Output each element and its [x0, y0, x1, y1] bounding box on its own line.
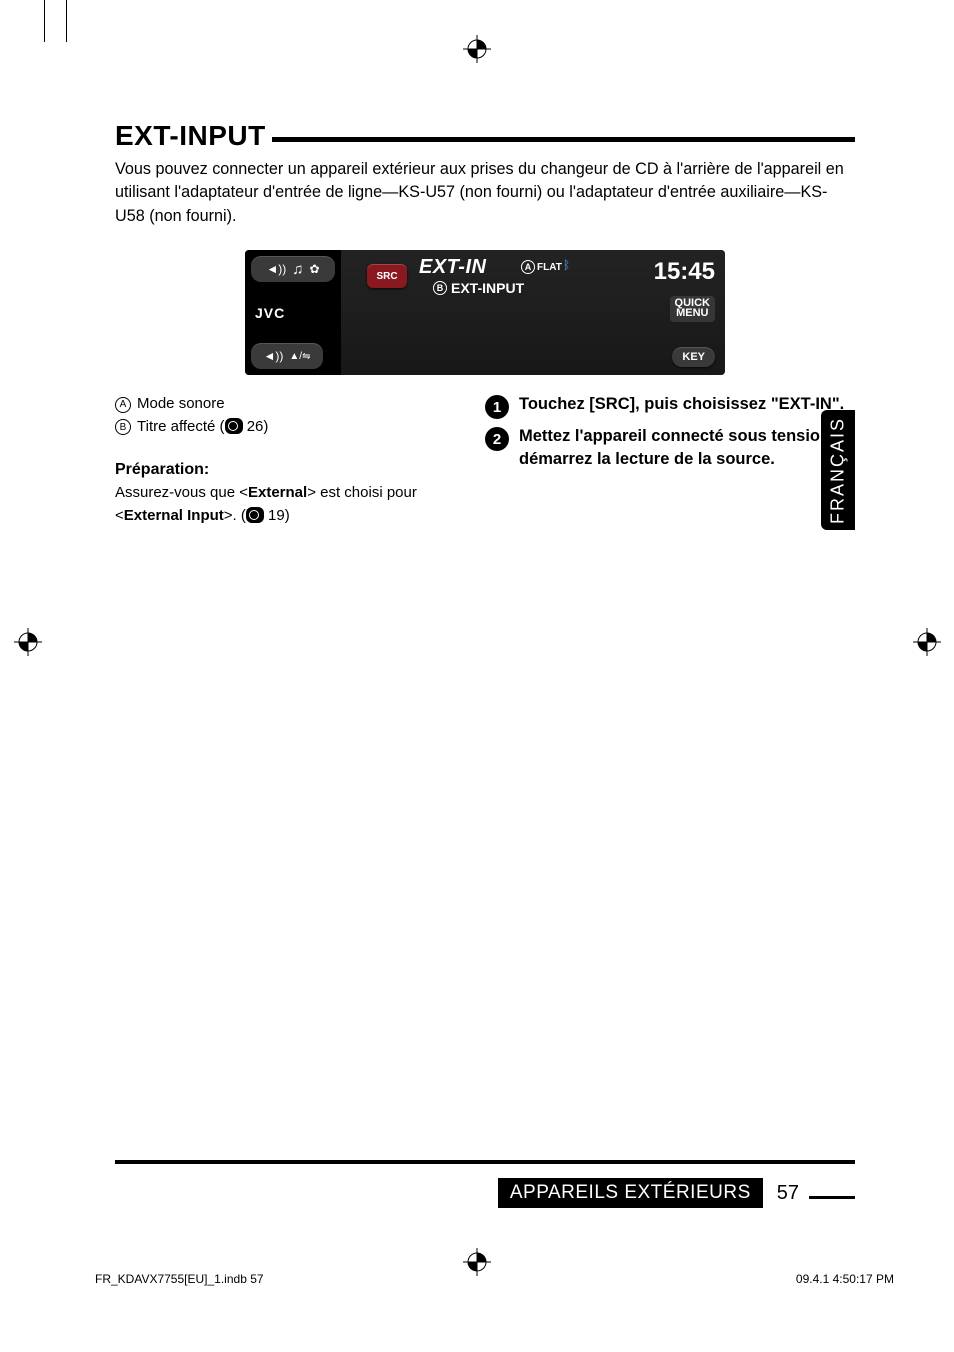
crop-mark	[66, 0, 96, 42]
step-1-number: 1	[485, 395, 509, 419]
device-bottom-pill[interactable]: ◄)) ▲/⇋	[251, 343, 323, 369]
print-metadata: FR_KDAVX7755[EU]_1.indb 57 09.4.1 4:50:1…	[95, 1272, 894, 1286]
print-file: FR_KDAVX7755[EU]_1.indb 57	[95, 1272, 264, 1286]
footer-page-number: 57	[763, 1182, 799, 1205]
device-left-panel: ◄)) ♫ ✿ JVC ◄)) ▲/⇋	[245, 250, 341, 375]
legend-a: A Mode sonore	[115, 393, 445, 416]
column-right: 1 Touchez [SRC], puis choisissez "EXT-IN…	[485, 393, 855, 476]
legend-a-icon: A	[115, 397, 131, 413]
page-content: EXT-INPUT Vous pouvez connecter un appar…	[115, 120, 855, 527]
step-1: 1 Touchez [SRC], puis choisissez "EXT-IN…	[485, 393, 855, 419]
label-b-icon: B	[433, 281, 447, 295]
section-title: EXT-INPUT	[115, 120, 272, 152]
device-screenshot: ◄)) ♫ ✿ JVC ◄)) ▲/⇋ SRC EXT-IN A FLAT ᛒ …	[245, 250, 725, 375]
flat-label: FLAT	[537, 262, 562, 273]
language-tab: FRANÇAIS	[821, 410, 855, 530]
footer-row: APPAREILS EXTÉRIEURS 57	[115, 1178, 855, 1208]
device-top-pill[interactable]: ◄)) ♫ ✿	[251, 256, 335, 282]
label-a-icon: A	[521, 260, 535, 274]
column-left: A Mode sonore B Titre affecté ( 26) Prép…	[115, 393, 445, 527]
jvc-logo: JVC	[251, 305, 335, 321]
section-title-rule	[272, 137, 855, 142]
clock-display: 15:45	[654, 258, 715, 286]
legend-b-text: Titre affecté ( 26)	[137, 416, 268, 439]
eject-swap-icon: ▲/⇋	[289, 351, 310, 362]
music-note-icon: ♫	[292, 261, 303, 278]
footer-tick	[809, 1196, 855, 1199]
preparation-heading: Préparation:	[115, 458, 445, 482]
footer-section-label: APPAREILS EXTÉRIEURS	[498, 1178, 763, 1208]
magnifier-icon	[246, 507, 264, 523]
section-intro: Vous pouvez connecter un appareil extéri…	[115, 158, 855, 228]
step-2-text: Mettez l'appareil connecté sous tension …	[519, 425, 855, 470]
registration-mark-right	[913, 628, 941, 656]
step-2-number: 2	[485, 427, 509, 451]
bluetooth-icon: ᛒ	[563, 258, 570, 272]
step-1-text: Touchez [SRC], puis choisissez "EXT-IN".	[519, 393, 844, 415]
source-title: EXT-IN	[419, 256, 486, 279]
legend-a-text: Mode sonore	[137, 393, 225, 416]
speaker-icon: ◄))	[264, 349, 284, 363]
lower-columns: A Mode sonore B Titre affecté ( 26) Prép…	[115, 393, 855, 527]
magnifier-icon	[225, 418, 243, 434]
device-right-panel: SRC EXT-IN A FLAT ᛒ B EXT-INPUT 15:45 QU…	[341, 250, 725, 375]
preparation-body: Assurez-vous que <External> est choisi p…	[115, 482, 445, 527]
source-subtitle-row: B EXT-INPUT	[433, 280, 524, 296]
registration-mark-left	[14, 628, 42, 656]
section-title-row: EXT-INPUT	[115, 120, 855, 152]
quick-menu-line2: MENU	[676, 307, 708, 319]
legend-b-icon: B	[115, 419, 131, 435]
print-timestamp: 09.4.1 4:50:17 PM	[796, 1272, 894, 1286]
gear-icon: ✿	[310, 262, 320, 276]
registration-mark-top	[463, 35, 491, 63]
legend-b: B Titre affecté ( 26)	[115, 416, 445, 439]
key-button[interactable]: KEY	[672, 347, 715, 367]
src-button[interactable]: SRC	[367, 264, 407, 288]
speaker-icon: ◄))	[266, 262, 286, 276]
flat-badge: A FLAT	[521, 260, 562, 274]
quick-menu-button[interactable]: QUICK MENU	[670, 296, 715, 322]
footer-rule	[115, 1160, 855, 1164]
source-subtitle: EXT-INPUT	[451, 280, 524, 296]
footer: APPAREILS EXTÉRIEURS 57	[115, 1160, 855, 1208]
step-2: 2 Mettez l'appareil connecté sous tensio…	[485, 425, 855, 470]
